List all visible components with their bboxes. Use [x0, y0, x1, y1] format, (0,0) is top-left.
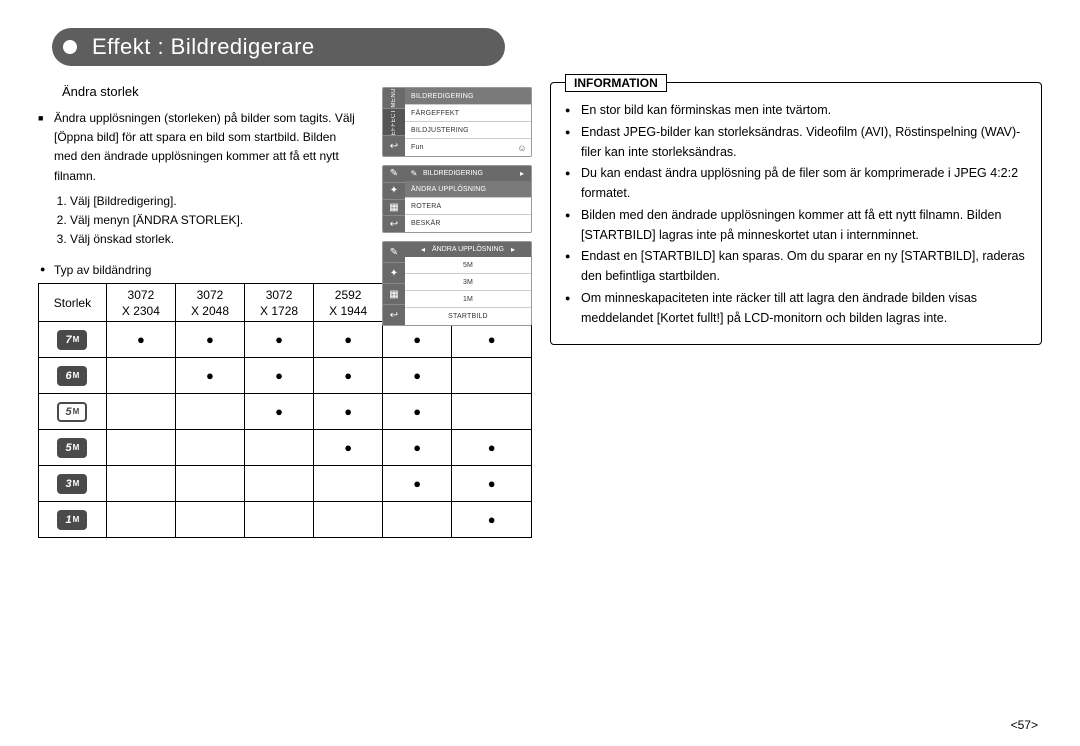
mock-head-label: BILDREDIGERING: [423, 170, 513, 177]
col-header: 3072X 2048: [175, 284, 244, 322]
compat-cell: ●: [314, 358, 383, 394]
compat-cell: [106, 394, 175, 430]
compat-cell: [175, 502, 244, 538]
compat-cell: ●: [245, 322, 314, 358]
compat-cell: [175, 466, 244, 502]
mock-row-label: FÄRGEFFEKT: [405, 110, 531, 117]
title-dot-icon: [58, 35, 82, 59]
compat-cell: [314, 502, 383, 538]
manual-page: Effekt : Bildredigerare Ändra storlek Än…: [0, 0, 1080, 746]
compat-cell: ●: [175, 322, 244, 358]
col-header: 3072X 2304: [106, 284, 175, 322]
info-item: Om minneskapaciteten inte räcker till at…: [565, 289, 1031, 329]
compat-cell: [245, 502, 314, 538]
mock-row-label: Fun: [405, 144, 513, 151]
compat-cell: ●: [383, 466, 452, 502]
compat-cell: ●: [452, 466, 532, 502]
mock-row-label: ROTERA: [405, 203, 531, 210]
title-bar: Effekt : Bildredigerare: [52, 28, 1042, 66]
grid-icon: ▦: [389, 289, 398, 300]
camera-ui-mockups: MENU EFFECT ↩ BILDREDIGERING FÄRGEFFEKT …: [382, 87, 532, 334]
mock-row-label: BILDJUSTERING: [405, 127, 531, 134]
return-icon: ↩: [390, 310, 398, 321]
compat-cell: ●: [106, 322, 175, 358]
mock-row-label: BESKÄR: [405, 220, 531, 227]
steps-list: Välj [Bildredigering]. Välj menyn [ÄNDRA…: [70, 192, 360, 250]
step-item: Välj [Bildredigering].: [70, 192, 360, 211]
mock-head-label: ÄNDRA UPPLÖSNING: [432, 246, 504, 253]
row-size-badge: 5M: [39, 430, 107, 466]
mock-row-label: 1M: [405, 296, 531, 303]
info-box: INFORMATION En stor bild kan förminskas …: [550, 82, 1042, 345]
compat-cell: ●: [245, 358, 314, 394]
mockup-menu-1: MENU EFFECT ↩ BILDREDIGERING FÄRGEFFEKT …: [382, 87, 532, 157]
row-size-badge: 5M: [39, 394, 107, 430]
step-item: Välj önskad storlek.: [70, 230, 360, 249]
side-label: MENU: [391, 88, 397, 108]
edit-icon: ✎: [390, 247, 398, 258]
mock-row-label: 5M: [405, 262, 531, 269]
compat-cell: [106, 358, 175, 394]
table-caption-left: Typ av bildändring: [40, 263, 151, 277]
row-size-badge: 6M: [39, 358, 107, 394]
mock-row-label: BILDREDIGERING: [405, 93, 531, 100]
compat-cell: [452, 394, 532, 430]
compat-cell: ●: [383, 394, 452, 430]
compat-cell: ●: [383, 358, 452, 394]
compat-cell: [175, 430, 244, 466]
mockup-menu-2: ✎ ✦ ▦ ↩ ✎BILDREDIGERING▸ ÄNDRA UPPLÖSNIN…: [382, 165, 532, 233]
info-item: Du kan endast ändra upplösning på de fil…: [565, 164, 1031, 204]
compat-cell: ●: [245, 394, 314, 430]
compat-cell: ●: [314, 322, 383, 358]
compat-cell: ●: [383, 430, 452, 466]
edit-icon: ✎: [390, 168, 398, 179]
mockup-menu-3: ✎ ✦ ▦ ↩ ◂ÄNDRA UPPLÖSNING▸ 5M 3M 1M STAR…: [382, 241, 532, 326]
left-column: Ändra storlek Ändra upplösningen (storle…: [38, 80, 532, 538]
mock-row-label: STARTBILD: [405, 313, 531, 320]
sparkle-icon: ✦: [390, 268, 398, 279]
compat-cell: [245, 466, 314, 502]
compat-cell: [106, 466, 175, 502]
info-list: En stor bild kan förminskas men inte tvä…: [565, 101, 1031, 328]
compat-cell: [383, 502, 452, 538]
mock-row-label: 3M: [405, 279, 531, 286]
compat-cell: [452, 358, 532, 394]
info-item: Endast JPEG-bilder kan storleksändras. V…: [565, 123, 1031, 163]
mock-row-label: ÄNDRA UPPLÖSNING: [405, 186, 531, 193]
compat-cell: ●: [314, 394, 383, 430]
row-size-badge: 3M: [39, 466, 107, 502]
sparkle-icon: ✦: [390, 185, 398, 196]
smile-icon: ☺: [513, 143, 531, 153]
compat-cell: [245, 430, 314, 466]
col-header: 3072X 1728: [245, 284, 314, 322]
side-label: EFFECT: [391, 109, 397, 135]
info-tag: INFORMATION: [565, 74, 667, 92]
compat-cell: ●: [314, 430, 383, 466]
col-header: 2592X 1944: [314, 284, 383, 322]
compat-cell: [175, 394, 244, 430]
return-icon: ↩: [390, 219, 398, 230]
compat-cell: [106, 430, 175, 466]
page-number: <57>: [1011, 718, 1038, 732]
step-item: Välj menyn [ÄNDRA STORLEK].: [70, 211, 360, 230]
compat-cell: ●: [452, 502, 532, 538]
row-size-badge: 1M: [39, 502, 107, 538]
compat-cell: ●: [175, 358, 244, 394]
row-size-badge: 7M: [39, 322, 107, 358]
return-icon: ↩: [390, 141, 398, 152]
info-item: Endast en [STARTBILD] kan sparas. Om du …: [565, 247, 1031, 287]
info-item: En stor bild kan förminskas men inte tvä…: [565, 101, 1031, 121]
compat-cell: ●: [452, 430, 532, 466]
right-column: INFORMATION En stor bild kan förminskas …: [550, 80, 1042, 538]
page-title: Effekt : Bildredigerare: [52, 28, 505, 66]
edit-icon: ✎: [405, 169, 423, 178]
col-header-size: Storlek: [39, 284, 107, 322]
grid-icon: ▦: [389, 202, 398, 213]
compat-cell: [106, 502, 175, 538]
compat-cell: [314, 466, 383, 502]
info-item: Bilden med den ändrade upplösningen komm…: [565, 206, 1031, 246]
intro-text: Ändra upplösningen (storleken) på bilder…: [38, 109, 360, 186]
